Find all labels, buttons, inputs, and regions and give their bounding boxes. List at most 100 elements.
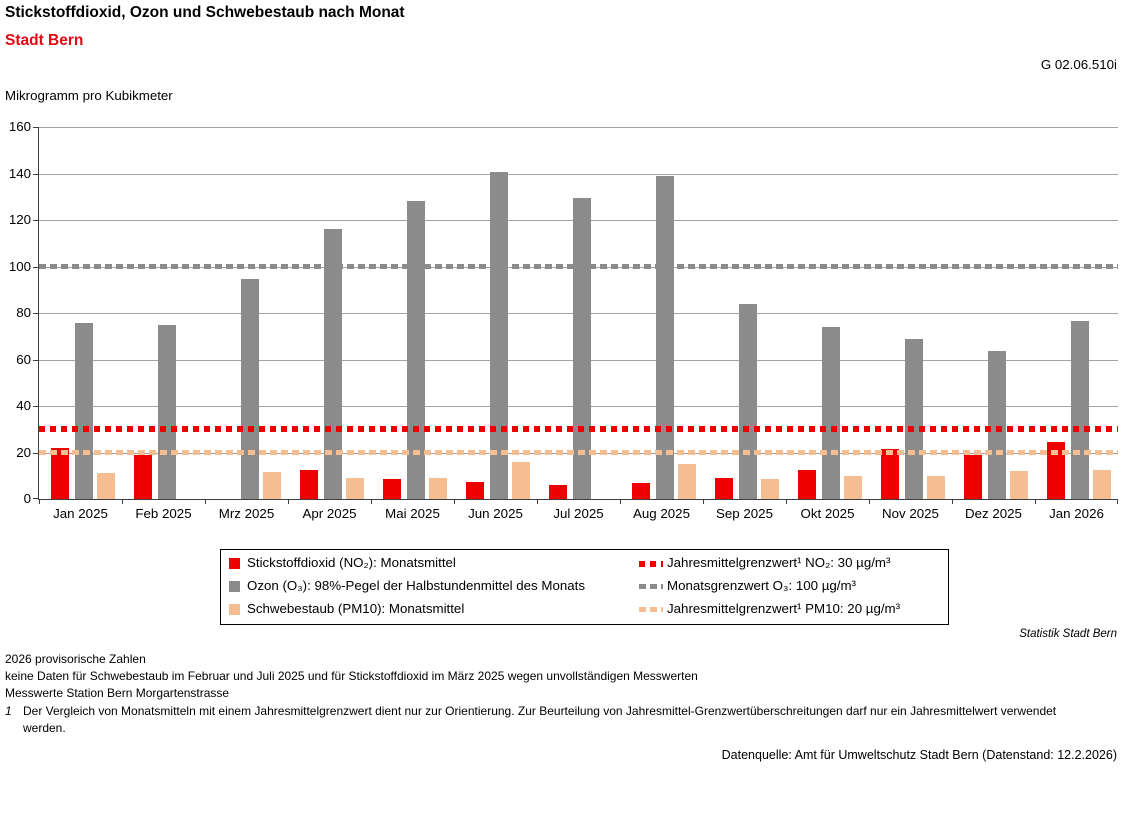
y-axis-label-80: 80 [16,305,31,320]
y-axis-label-20: 20 [16,444,31,460]
x-axis-label-aug-2025: Aug 2025 [633,506,690,521]
y-axis-tick-60 [33,359,39,361]
bar-no2-dez-2025 [964,454,982,499]
x-axis-tick-5 [454,499,455,504]
bar-pm10-jan-2026 [1093,469,1111,499]
legend-label-no2-limit: Jahresmittelgrenzwert¹ NO₂: 30 µg/m³ [667,555,891,570]
plot-area: 0 20 40 60 80 100 120 140 160 Jan 2025 Feb 2025 Mrz… [9,119,1118,521]
bar-o3-sep-2025 [739,303,757,499]
legend-label-o3: Ozon (O₃): 98%-Pegel der Halbstundenmitt… [247,578,585,593]
y-axis-tick-100 [33,266,39,268]
x-axis-label-jun-2025: Jun 2025 [468,506,523,521]
bar-no2-jul-2025 [549,485,567,499]
attribution: Statistik Stadt Bern [1019,628,1117,640]
data-source: Datenquelle: Amt für Umweltschutz Stadt … [721,748,1117,762]
x-axis-tick-4 [371,499,372,504]
x-axis-label-sep-2025: Sep 2025 [716,506,773,521]
x-axis-tick-13 [1117,499,1118,504]
footnote-marker: 1 [5,704,12,718]
y-axis-label-0: 0 [23,491,31,506]
bar-o3-jul-2025 [573,197,591,499]
footnote-1: 1 Der Vergleich von Monatsmitteln mit ei… [5,703,1068,737]
bar-pm10-jan-2025 [97,473,115,499]
x-axis-label-apr-2025: Apr 2025 [302,506,357,521]
legend-marker-o3 [229,581,240,592]
bar-o3-mai-2025 [407,201,425,499]
x-axis-tick-3 [288,499,289,504]
x-axis-label-dez-2025: Dez 2025 [965,506,1022,521]
note-provisional: 2026 provisorische Zahlen [5,652,146,666]
bar-o3-jun-2025 [490,172,508,499]
bar-o3-apr-2025 [324,229,342,499]
legend-label-pm10: Schwebestaub (PM10): Monatsmittel [247,601,465,616]
x-axis-tick-6 [537,499,538,504]
reference-line-no2-limit [39,426,1118,433]
bar-no2-apr-2025 [300,469,318,499]
x-axis-tick-12 [1035,499,1036,504]
bar-no2-feb-2025 [134,454,152,499]
legend-marker-pm10 [229,604,240,615]
bar-no2-aug-2025 [632,482,650,499]
bar-pm10-apr-2025 [346,478,364,499]
x-axis-label-nov-2025: Nov 2025 [882,506,939,521]
y-axis-tick-140 [33,173,39,175]
legend-label-pm10-limit: Jahresmittelgrenzwert¹ PM10: 20 µg/m³ [667,601,901,616]
x-axis-label-feb-2025: Feb 2025 [135,506,192,521]
x-axis-label-jan-2025: Jan 2025 [53,506,108,521]
y-axis-label-160: 160 [8,119,31,134]
chart-subtitle: Stadt Bern [5,32,84,49]
gridline-140 [39,173,1118,175]
legend-marker-o3-limit [639,584,663,589]
x-axis-label-mai-2025: Mai 2025 [385,506,440,521]
y-axis-label-40: 40 [16,398,31,413]
bar-no2-mai-2025 [383,479,401,499]
x-axis-label-okt-2025: Okt 2025 [800,506,855,521]
legend-marker-no2 [229,558,240,569]
legend-row-no2: Stickstoffdioxid (NO₂): Monatsmittel Jah… [221,552,948,576]
bar-o3-okt-2025 [822,326,840,499]
bar-o3-mrz-2025 [241,279,259,499]
legend-label-o3-limit: Monatsgrenzwert O₃: 100 µg/m³ [667,578,856,593]
x-axis-tick-1 [122,499,123,504]
bar-pm10-nov-2025 [927,475,945,499]
legend-row-pm10: Schwebestaub (PM10): Monatsmittel Jahres… [221,598,948,622]
y-axis-unit-label: Mikrogramm pro Kubikmeter [5,88,173,103]
legend-marker-pm10-limit [639,607,663,612]
bar-no2-jan-2026 [1047,442,1065,499]
x-axis-label-jul-2025: Jul 2025 [553,506,604,521]
y-axis-label-100: 100 [8,258,31,274]
y-axis-tick-0 [33,498,39,499]
bar-no2-sep-2025 [715,478,733,499]
y-axis-tick-120 [33,220,39,221]
x-axis-tick-0 [39,499,40,504]
bar-no2-jun-2025 [466,481,484,499]
y-axis-tick-80 [33,313,39,314]
bar-pm10-aug-2025 [678,464,696,499]
legend-marker-no2-limit [639,561,663,567]
bar-pm10-dez-2025 [1010,471,1028,499]
figure-code: G 02.06.510i [1040,57,1117,72]
bar-pm10-sep-2025 [761,479,779,499]
x-axis-tick-2 [205,499,206,504]
bar-o3-feb-2025 [158,324,176,499]
legend-row-o3: Ozon (O₃): 98%-Pegel der Halbstundenmitt… [221,575,948,599]
bar-pm10-mai-2025 [429,478,447,499]
bar-o3-dez-2025 [988,351,1006,499]
legend: Stickstoffdioxid (NO₂): Monatsmittel Jah… [220,549,949,625]
x-axis-tick-8 [703,499,704,504]
x-axis-tick-9 [786,499,787,504]
x-axis-label-mrz-2025: Mrz 2025 [218,506,275,521]
y-axis-tick-20 [33,452,39,454]
chart-title: Stickstoffdioxid, Ozon und Schwebestaub … [5,4,405,21]
note-missing-data: keine Daten für Schwebestaub im Februar … [5,669,698,683]
gridline-160 [39,127,1118,128]
bar-o3-nov-2025 [905,338,923,499]
note-station: Messwerte Station Bern Morgartenstrasse [5,686,230,700]
bar-o3-jan-2025 [75,323,93,499]
legend-label-no2: Stickstoffdioxid (NO₂): Monatsmittel [247,555,456,570]
bar-pm10-mrz-2025 [263,472,281,499]
y-axis-label-60: 60 [16,351,31,367]
x-axis-label-jan-2026: Jan 2026 [1049,506,1104,521]
bar-pm10-jun-2025 [512,461,530,499]
